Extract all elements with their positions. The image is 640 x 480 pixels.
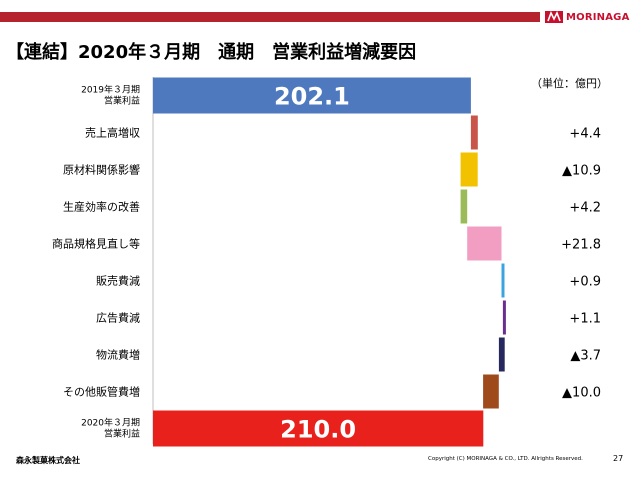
- value-label-7: ▲3.7: [570, 349, 601, 364]
- bar-4: [467, 226, 502, 261]
- chart-marks: 2019年３月期営業利益 202.1 売上高増収 +4.4 原材料関係影響 ▲10.9 生産…: [52, 77, 601, 447]
- category-label-4: 商品規格見直し等: [52, 237, 140, 251]
- category-label-1: 売上高増収: [85, 126, 140, 140]
- category-label-6: 広告費減: [96, 311, 140, 325]
- category-label-0: 2019年３月期営業利益: [81, 84, 140, 107]
- value-label-9: 210.0: [280, 416, 356, 444]
- category-label-8: その他販管費増: [63, 385, 140, 399]
- unit-label: （単位：億円）: [531, 77, 608, 90]
- category-label-9: 2020年３月期営業利益: [81, 417, 140, 440]
- value-label-0: 202.1: [274, 83, 350, 111]
- bar-2: [460, 152, 478, 187]
- value-label-8: ▲10.0: [562, 386, 601, 401]
- value-label-2: ▲10.9: [562, 164, 601, 179]
- bar-1: [470, 115, 478, 150]
- value-label-1: +4.4: [569, 127, 601, 142]
- value-label-4: +21.8: [561, 238, 601, 253]
- bar-9: [153, 410, 484, 447]
- page-title: 【連結】2020年３月期 通期 営業利益増減要因: [6, 42, 417, 63]
- company-logo: MORINAGA: [545, 8, 630, 26]
- bar-8: [483, 374, 499, 409]
- bar-6: [502, 300, 506, 335]
- category-label-2: 原材料関係影響: [63, 163, 140, 177]
- bar-3: [460, 189, 468, 224]
- bar-0: [153, 77, 471, 114]
- footer-company-name: 森永製菓株式会社: [16, 456, 80, 465]
- value-label-6: +1.1: [569, 312, 601, 327]
- bar-5: [501, 263, 505, 298]
- category-label-3: 生産効率の改善: [63, 200, 140, 214]
- value-label-5: +0.9: [569, 275, 601, 290]
- header-accent-bar: [0, 12, 540, 22]
- value-label-3: +4.2: [569, 201, 601, 216]
- logo-text: MORINAGA: [566, 11, 630, 23]
- logo-mark-icon: [545, 11, 563, 23]
- page-number: 27: [613, 454, 624, 463]
- category-label-7: 物流費増: [96, 348, 140, 362]
- bar-7: [498, 337, 505, 372]
- footer-copyright: Copyright (C) MORINAGA & CO., LTD. Allri…: [428, 456, 583, 462]
- category-label-5: 販売費減: [96, 274, 140, 288]
